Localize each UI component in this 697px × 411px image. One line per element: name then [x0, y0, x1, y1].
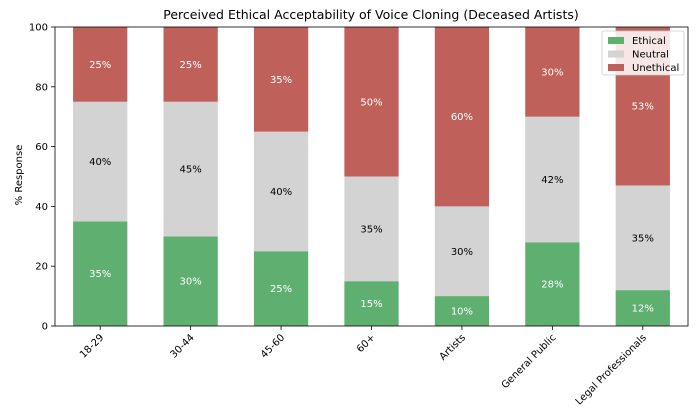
bar-label-unethical-4: 50% [360, 97, 382, 108]
bar-label-ethical-5: 10% [451, 307, 473, 318]
x-tick-label-4: 60+ [355, 332, 378, 355]
bar-label-ethical-2: 30% [180, 277, 202, 288]
bar-segment-unethical-2 [163, 27, 218, 102]
bar-label-ethical-6: 28% [541, 280, 563, 291]
legend: Ethical Neutral Unethical [601, 30, 685, 76]
x-tick-label-2: 30-44 [168, 332, 196, 360]
bar-segment-neutral-7 [615, 185, 670, 291]
bar-segment-ethical-4 [344, 281, 399, 326]
bar-segment-ethical-3 [253, 251, 309, 326]
bar-label-ethical-4: 15% [360, 299, 382, 310]
bar-segment-unethical-1 [73, 27, 128, 102]
bar-segment-neutral-6 [525, 116, 580, 243]
y-tick-label-5: 80 [35, 82, 48, 93]
x-tick-label-3: 45-60 [259, 332, 287, 360]
x-tick-label-5: Artists [438, 332, 468, 362]
bar-label-ethical-3: 25% [270, 284, 292, 295]
x-tick-label-1: 18-29 [78, 332, 106, 360]
legend-label-unethical: Unethical [632, 63, 679, 74]
bar-segment-unethical-3 [253, 27, 309, 132]
legend-label-ethical: Ethical [632, 36, 666, 47]
bar-segment-neutral-2 [163, 101, 218, 237]
bar-segment-unethical-5 [434, 27, 490, 207]
axes-frame [54, 26, 689, 327]
bar-segment-ethical-1 [73, 221, 128, 326]
legend-swatch-unethical [608, 64, 624, 71]
bar-segment-ethical-2 [163, 236, 218, 326]
y-tick-label-1: 0 [42, 322, 48, 333]
bar-label-neutral-6: 42% [541, 175, 563, 186]
y-axis-label: % Response [14, 145, 25, 206]
bar-label-neutral-2: 45% [180, 165, 202, 176]
bar-label-unethical-3: 35% [270, 75, 292, 86]
bar-segment-ethical-6 [525, 242, 580, 326]
y-tick-label-3: 40 [35, 202, 48, 213]
bar-segment-neutral-1 [73, 101, 128, 222]
bar-label-neutral-5: 30% [451, 247, 473, 258]
bar-label-unethical-7: 53% [632, 102, 654, 113]
x-tick-label-7: Legal Professionals [574, 332, 649, 407]
bar-label-neutral-4: 35% [360, 224, 382, 235]
legend-label-neutral: Neutral [632, 50, 669, 61]
bar-segment-neutral-5 [434, 206, 490, 297]
legend-swatch-neutral [608, 50, 624, 58]
bar-label-neutral-3: 40% [270, 187, 292, 198]
bar-label-neutral-1: 40% [89, 157, 111, 168]
y-tick-label-6: 100 [29, 23, 48, 34]
bar-label-unethical-2: 25% [180, 60, 202, 71]
bar-segment-neutral-4 [344, 176, 399, 282]
plot-area: 35% 40% 25% 18-29 30% 45% 25% 30-44 25% 40% 35% 45-… [29, 23, 689, 408]
y-tick-label-4: 60 [35, 142, 48, 153]
chart-title: Perceived Ethical Acceptability of Voice… [163, 7, 578, 22]
bar-label-unethical-6: 30% [541, 67, 563, 78]
legend-swatch-ethical [608, 37, 624, 44]
x-tick-label-6: General Public [500, 332, 559, 391]
bar-label-ethical-7: 12% [632, 304, 654, 315]
bar-segment-ethical-7 [615, 290, 670, 326]
bar-label-ethical-1: 35% [89, 269, 111, 280]
y-tick-label-2: 20 [35, 262, 48, 273]
bar-label-unethical-1: 25% [89, 60, 111, 71]
bar-segment-neutral-3 [253, 131, 309, 252]
bar-label-neutral-7: 35% [632, 233, 654, 244]
bar-segment-unethical-6 [525, 27, 580, 117]
bar-segment-ethical-5 [434, 296, 490, 326]
bar-label-unethical-5: 60% [451, 112, 473, 123]
bar-segment-unethical-4 [344, 27, 399, 177]
